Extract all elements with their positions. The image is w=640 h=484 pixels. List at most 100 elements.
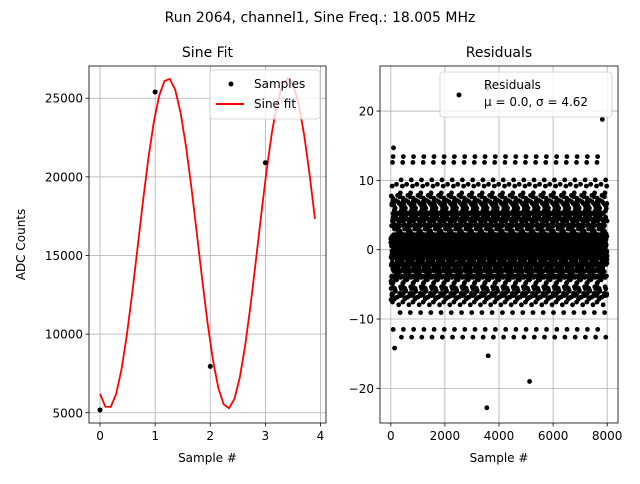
sine-fit-legend: Samples Sine fit [209, 69, 321, 120]
residual-point [448, 223, 454, 229]
residual-point [588, 277, 594, 283]
residual-point [410, 160, 416, 165]
residual-point [451, 183, 456, 189]
residual-point [440, 183, 446, 189]
residual-point [585, 327, 590, 332]
residual-point [490, 190, 495, 196]
y-tick-label: 0 [366, 243, 374, 257]
residual-point [427, 302, 432, 308]
residual-point [441, 280, 447, 285]
residual-point [488, 302, 494, 308]
residual-point [592, 190, 597, 196]
residual-point [503, 280, 508, 285]
residual-point [438, 269, 444, 275]
residual-point [469, 269, 474, 275]
residual-point [470, 177, 476, 183]
residual-point [547, 181, 553, 187]
residual-point [512, 160, 518, 165]
residual-point [458, 269, 464, 275]
sample-point [97, 407, 103, 413]
residual-point [520, 190, 526, 196]
residual-point [475, 181, 481, 187]
x-tick-label: 4000 [484, 429, 515, 443]
y-tick-label: 10 [359, 174, 374, 188]
residual-point [508, 302, 514, 308]
residual-point [564, 327, 570, 332]
residual-point [416, 302, 422, 308]
residual-point [400, 154, 406, 160]
residual-point [464, 205, 470, 211]
residual-point [489, 310, 495, 315]
x-tick-label: 1 [151, 429, 159, 443]
residual-point [506, 277, 512, 283]
residual-point [406, 302, 412, 308]
residual-point [394, 277, 400, 283]
residual-point [445, 277, 451, 283]
residual-point [568, 277, 573, 283]
residual-point [482, 154, 488, 160]
sine-fit-axes-frame [88, 65, 327, 424]
residual-point [583, 183, 589, 189]
residual-point [521, 334, 527, 340]
residual-point [531, 177, 537, 183]
residual-point [461, 183, 466, 189]
x-tick-label: 2000 [430, 429, 461, 443]
residual-point [462, 280, 468, 285]
residual-point [604, 249, 610, 255]
residual-point [505, 288, 511, 294]
residual-point [441, 154, 447, 160]
x-tick-label: 3 [262, 429, 270, 443]
residual-point [561, 310, 567, 315]
residual-point [584, 154, 590, 160]
residual-point [594, 160, 600, 165]
residual-point [460, 177, 465, 183]
x-tick-label: 4 [317, 429, 325, 443]
residual-point [492, 154, 498, 160]
residual-point [523, 327, 529, 332]
residual-point [572, 334, 578, 340]
sine-fit-title: Sine Fit [182, 45, 234, 61]
residuals-y-ticks: −20 −10 0 10 20 [349, 105, 380, 396]
residual-point [543, 160, 549, 165]
residual-point [604, 201, 610, 206]
residual-point [448, 269, 454, 275]
legend-sine-fit-label: Sine fit [254, 97, 296, 111]
residual-point [433, 205, 439, 211]
residual-point [564, 154, 570, 160]
residual-point [423, 288, 429, 294]
residual-point [505, 205, 511, 211]
residual-point [556, 205, 562, 211]
residual-point [604, 234, 610, 239]
residual-point [566, 205, 572, 211]
residual-point [521, 177, 527, 183]
residual-point [506, 181, 512, 187]
residual-point [471, 183, 477, 189]
residual-point [571, 269, 576, 275]
residual-outlier-point [527, 379, 532, 384]
residual-point [408, 190, 413, 196]
residual-outlier-point [392, 345, 398, 351]
residual-point [585, 280, 590, 285]
sample-point [262, 160, 268, 166]
residual-point [517, 277, 522, 283]
residual-point [581, 269, 587, 275]
residual-point [498, 302, 504, 308]
residual-point [584, 160, 590, 165]
y-tick-label: 20 [359, 105, 374, 119]
residual-point [515, 205, 521, 211]
residual-point [556, 288, 562, 294]
residual-point [574, 160, 579, 165]
residual-point [501, 334, 506, 340]
residual-point [577, 288, 582, 294]
residual-point [601, 269, 607, 275]
residual-point [431, 280, 437, 285]
y-tick-label: 5000 [52, 406, 83, 420]
residual-point [604, 260, 610, 266]
residual-point [495, 205, 500, 211]
residual-point [421, 327, 427, 332]
residual-point [390, 154, 396, 160]
residual-point [471, 160, 477, 165]
residuals-x-ticks: 0 2000 4000 6000 8000 [387, 423, 622, 443]
residual-point [423, 205, 429, 211]
residual-point [389, 183, 395, 189]
